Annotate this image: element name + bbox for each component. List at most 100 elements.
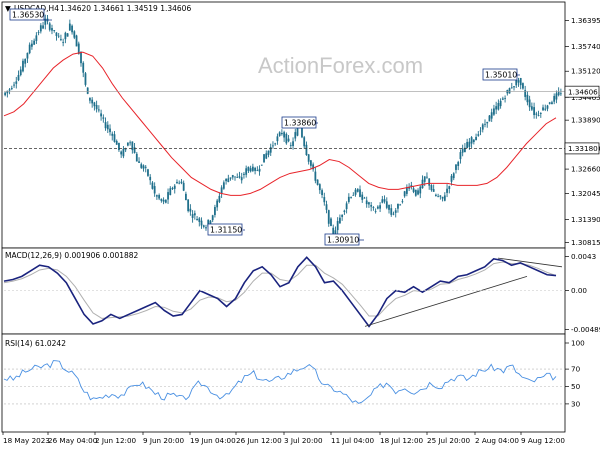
candle-body (303, 137, 306, 147)
candle-body (196, 218, 198, 221)
candle-body (296, 125, 299, 136)
candle-body (256, 170, 259, 172)
candle-body (412, 188, 415, 192)
candle-body (459, 152, 462, 160)
current-price-tag-box (564, 85, 600, 98)
candle-body (176, 181, 178, 184)
candle-body (19, 69, 22, 76)
time-tick-label: 2 Jun 12:00 (95, 436, 137, 445)
candle-body (35, 35, 38, 41)
dropdown-arrow-icon[interactable]: ▼ (5, 4, 11, 13)
candle-body (80, 51, 82, 64)
candle-body (209, 220, 212, 225)
candle-body (62, 42, 65, 43)
candle-body (260, 164, 263, 166)
candle-body (314, 171, 317, 181)
macd-tick-label: -0.004895 (571, 325, 600, 334)
current-price-tag: 1.34606 (568, 87, 598, 96)
candle-body (71, 25, 73, 33)
price-axis: 1.363951.357401.351201.344651.338901.331… (565, 16, 600, 247)
candle-body (149, 176, 152, 181)
candle-body (341, 214, 344, 217)
candle-body (135, 153, 138, 162)
candle-body (26, 52, 29, 59)
candle-body (475, 136, 477, 141)
sma-line (3, 51, 557, 196)
candle-body (417, 190, 419, 195)
time-tick-label: 25 Jul 20:00 (427, 436, 471, 445)
candle-body (405, 186, 408, 194)
candle-body (234, 176, 236, 178)
candle-body (542, 107, 544, 111)
candle-body (548, 102, 551, 104)
candle-body (401, 201, 404, 203)
candle-body (289, 144, 292, 146)
candle-body (508, 88, 511, 94)
candle-body (408, 186, 411, 189)
candle-body (258, 168, 261, 172)
candle-body (461, 148, 464, 153)
candle-body (419, 186, 422, 194)
rsi-tick-label: 50 (571, 382, 581, 391)
candle-body (245, 168, 248, 175)
candle-body (450, 175, 453, 182)
candle-body (464, 147, 466, 153)
candle-body (140, 164, 143, 168)
swing-label-high-2-box (482, 68, 518, 81)
candle-body (551, 102, 553, 105)
watermark: ActionForex.com (258, 53, 423, 78)
candle-body (448, 186, 451, 189)
candle-body (102, 117, 105, 119)
candle-body (89, 97, 91, 101)
candle-body (6, 90, 9, 94)
rsi-tick-label: 70 (571, 365, 581, 374)
candle-body (73, 31, 76, 38)
candle-body (519, 78, 522, 86)
macd-line (3, 256, 557, 328)
candle-body (4, 92, 7, 96)
candle-body (488, 115, 491, 122)
time-tick-label: 26 May 04:00 (48, 436, 98, 445)
swing-label-low-1: 1.31150 (210, 226, 242, 235)
candle-body (111, 133, 114, 136)
candle-body (559, 93, 562, 95)
candle-body (51, 28, 53, 31)
candle-body (164, 199, 167, 203)
candle-body (285, 133, 288, 144)
candle-body (24, 58, 27, 64)
candle-body (142, 165, 145, 169)
candle-body (225, 179, 227, 182)
candle-body (537, 115, 540, 116)
candle-body (339, 217, 341, 224)
swing-label-high-3: 1.33860 (284, 119, 316, 128)
candle-body (305, 144, 308, 156)
price-tick-label: 1.33890 (571, 116, 600, 125)
candle-body (397, 203, 399, 209)
candle-body (189, 208, 192, 212)
candle-body (113, 134, 116, 142)
candle-body (423, 176, 426, 182)
price-tick-label: 1.30815 (571, 238, 600, 247)
candle-body (472, 139, 475, 143)
candle-body (533, 107, 535, 116)
candle-body (370, 205, 373, 207)
candle-body (383, 199, 386, 202)
candle-body (535, 113, 538, 115)
candle-body (68, 23, 71, 31)
candle-body (392, 213, 395, 215)
candle-body (185, 193, 187, 201)
candle-body (100, 113, 102, 117)
macd-panel-frame (1, 247, 566, 335)
candle-body (414, 189, 417, 196)
candle-body (553, 95, 556, 102)
candle-body (133, 147, 136, 154)
candle-body (200, 220, 203, 226)
candle-body (452, 173, 455, 179)
candle-body (528, 99, 531, 108)
candle-body (84, 73, 87, 85)
candle-body (55, 32, 58, 36)
price-tick-label: 1.35120 (571, 67, 600, 76)
candle-body (359, 189, 361, 197)
candle-body (191, 214, 194, 218)
